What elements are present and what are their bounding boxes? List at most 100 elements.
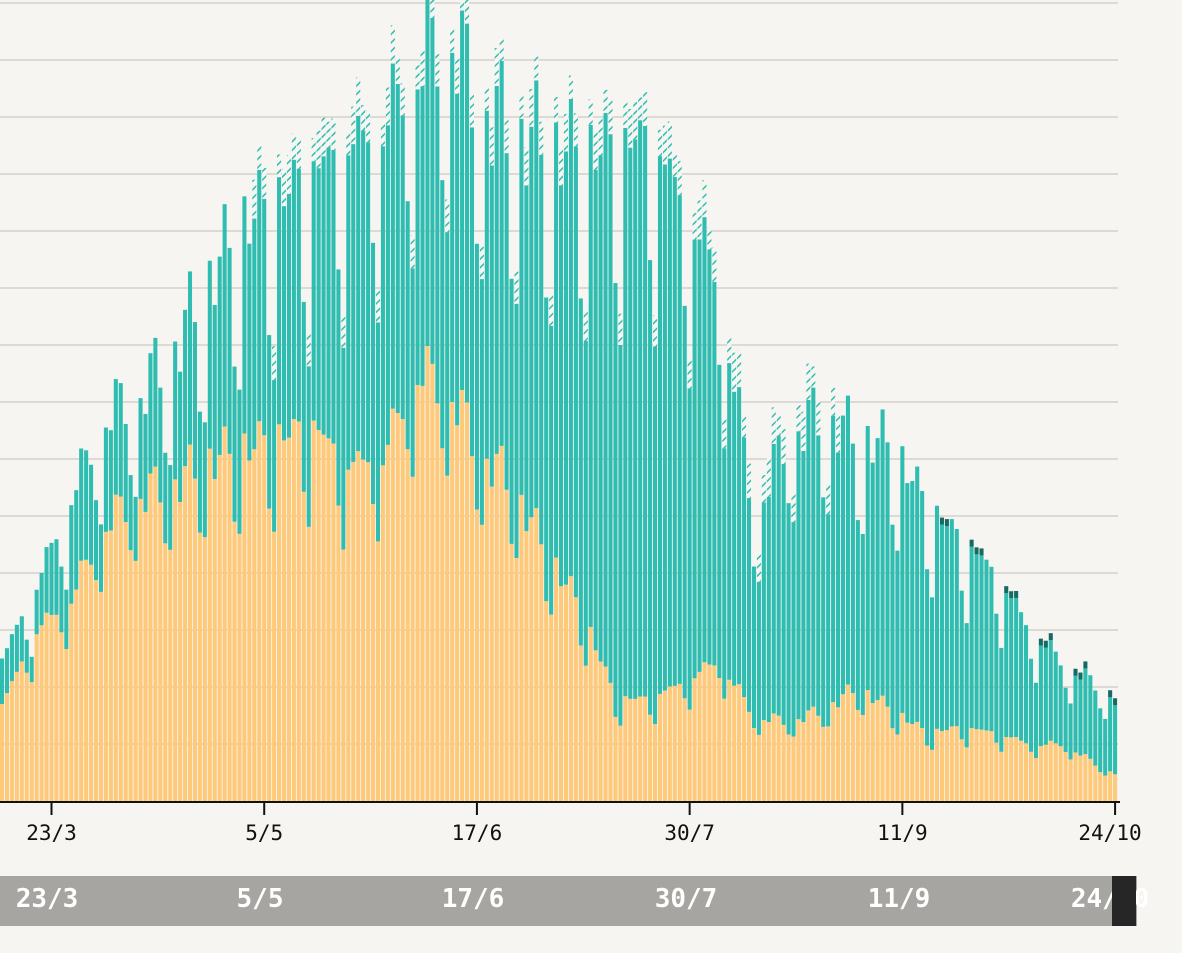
- bar-teal: [24, 639, 29, 673]
- bar-orange: [286, 437, 291, 801]
- bar-orange: [1078, 755, 1083, 801]
- bar-teal: [123, 424, 128, 523]
- bar-teal: [930, 597, 935, 750]
- bar-orange: [771, 713, 776, 801]
- bar-dark-top: [1073, 668, 1078, 676]
- bar-teal: [959, 590, 964, 740]
- bar-teal: [895, 550, 900, 735]
- bar-orange: [786, 734, 791, 801]
- bar-orange: [1073, 752, 1078, 801]
- bar-hatched-top: [583, 309, 588, 341]
- x-axis-tick-label: 23/3: [26, 821, 77, 845]
- bar-orange: [455, 425, 460, 801]
- bar-orange: [944, 730, 949, 801]
- bar-teal: [89, 464, 94, 565]
- bar-orange: [672, 685, 677, 801]
- bar-teal: [519, 118, 524, 495]
- bar-teal: [831, 415, 836, 703]
- bar-orange: [697, 671, 702, 801]
- bar-orange: [939, 731, 944, 801]
- bar-teal: [796, 431, 801, 720]
- bar-teal: [1019, 612, 1024, 741]
- bar-teal: [1113, 705, 1118, 775]
- scrubber-label: 24/10: [1070, 884, 1150, 914]
- bar-orange: [969, 727, 974, 801]
- bar-orange: [999, 751, 1004, 801]
- bar-orange: [400, 419, 405, 801]
- bar-orange: [430, 363, 435, 801]
- bar-orange: [623, 696, 628, 801]
- bar-hatched-top: [420, 48, 425, 87]
- bar-teal: [331, 149, 336, 444]
- bar-teal: [509, 278, 514, 544]
- bar-orange: [29, 682, 34, 801]
- bar-orange: [187, 444, 193, 801]
- bar-teal: [252, 218, 257, 450]
- x-axis-tick-label: 24/10: [1078, 821, 1141, 845]
- bar-teal: [341, 347, 346, 550]
- bar-orange: [54, 614, 59, 801]
- bar-teal: [1014, 597, 1019, 737]
- bar-teal: [178, 371, 183, 502]
- bar-orange: [954, 726, 959, 801]
- bar-dark-top: [1014, 590, 1019, 598]
- bar-orange: [1098, 772, 1103, 801]
- bar-orange: [766, 721, 771, 801]
- bar-orange: [910, 723, 915, 801]
- bar-orange: [677, 683, 682, 801]
- bar-orange: [405, 449, 410, 801]
- bar-hatched-top: [628, 108, 633, 148]
- bar-hatched-top: [306, 332, 311, 367]
- bar-orange: [934, 728, 940, 801]
- bar-orange: [885, 706, 890, 801]
- bar-teal: [583, 340, 588, 666]
- bar-orange: [504, 489, 509, 801]
- bar-orange: [831, 702, 836, 801]
- bar-teal: [0, 658, 5, 705]
- bar-orange: [326, 438, 331, 801]
- bar-orange: [49, 614, 54, 801]
- bar-hatched-top: [707, 227, 712, 250]
- bar-orange: [1024, 743, 1029, 801]
- bar-orange: [89, 564, 94, 801]
- bar-orange: [529, 517, 534, 801]
- bar-teal: [563, 151, 569, 585]
- bar-hatched-top: [524, 147, 529, 186]
- bar-orange: [682, 698, 687, 801]
- bar-orange: [746, 711, 752, 801]
- x-axis-tick-label: 11/9: [877, 821, 928, 845]
- bar-teal: [865, 426, 870, 691]
- bar-teal: [954, 528, 959, 727]
- bar-teal: [801, 450, 806, 723]
- bar-hatched-top: [559, 146, 564, 186]
- bar-orange: [598, 661, 603, 801]
- bar-hatched-top: [776, 414, 781, 436]
- bar-teal: [93, 500, 99, 581]
- bar-hatched-top: [573, 113, 578, 147]
- bar-hatched-top: [697, 200, 702, 240]
- bar-orange: [168, 549, 173, 801]
- bar-teal: [321, 156, 326, 435]
- bar-teal: [183, 309, 188, 467]
- bar-orange: [559, 586, 564, 801]
- bar-teal: [712, 281, 717, 666]
- scrubber-handle[interactable]: [1112, 876, 1136, 926]
- bar-hatched-top: [346, 131, 351, 156]
- bar-orange: [321, 434, 326, 801]
- bar-orange: [722, 698, 727, 801]
- bar-orange: [519, 494, 524, 801]
- main-chart: 23/3 5/5 17/6 30/7 11/9 24/10: [0, 0, 1142, 845]
- bar-teal: [588, 124, 593, 627]
- bar-orange: [1093, 765, 1098, 801]
- bar-hatched-top: [652, 315, 658, 347]
- bar-teal: [49, 542, 54, 615]
- time-range-scrubber[interactable]: 23/3 5/5 17/6 30/7 11/9 24/10: [0, 876, 1149, 926]
- bar-teal: [1058, 665, 1063, 747]
- bar-orange: [1014, 736, 1019, 801]
- bar-teal: [1033, 682, 1038, 759]
- bar-teal: [499, 60, 504, 446]
- bar-hatched-top: [390, 25, 395, 64]
- bar-teal: [677, 195, 682, 684]
- bar-teal: [385, 125, 390, 445]
- bar-orange: [633, 698, 638, 801]
